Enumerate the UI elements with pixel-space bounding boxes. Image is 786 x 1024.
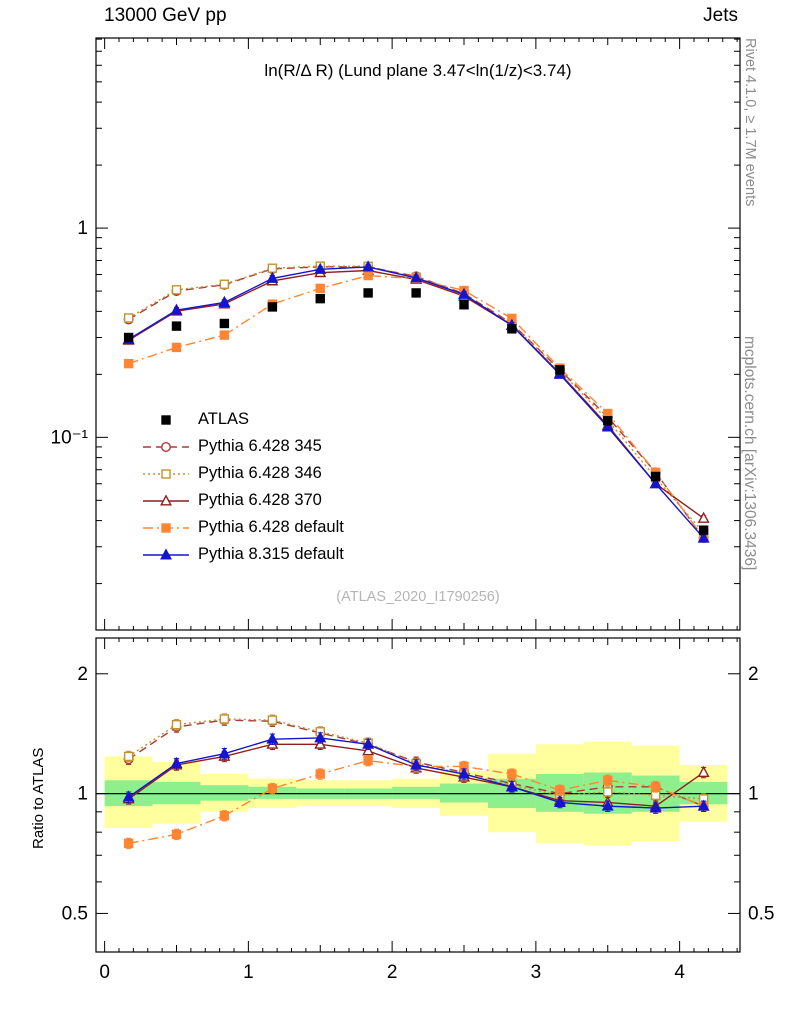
mcplots-reference-label: mcplots.cern.ch [arXiv:1306.3436] [741, 336, 758, 571]
main-frame [95, 37, 741, 631]
rivet-version-label: Rivet 4.1.0, ≥ 1.7M events [742, 38, 758, 207]
legend-marker-pythia-8-315-default [143, 547, 189, 563]
uncertainty-band-green [392, 786, 440, 799]
xtick-label: 2 [387, 962, 398, 983]
legend-label: Pythia 8.315 default [198, 545, 344, 563]
analysis-id-watermark: (ATLAS_2020_I1790256) [336, 589, 500, 605]
legend-marker-pythia-6-428-default [143, 520, 189, 536]
uncertainty-band-green [200, 785, 249, 801]
legend-marker-pythia-6-428-346 [143, 466, 189, 482]
legend-item-pythia-8-315-default: Pythia 8.315 default [143, 541, 344, 568]
ratio-axis-title: Ratio to ATLAS [30, 747, 47, 849]
legend-marker-pythia-6-428-370-glyph [143, 493, 189, 505]
legend-label: ATLAS [198, 410, 250, 428]
axis-ticks [96, 38, 740, 952]
legend-marker-pythia-6-428-default-glyph [143, 522, 189, 533]
xtick-label: 1 [243, 962, 254, 983]
ratio-ytick-label-right: 0.5 [748, 903, 774, 924]
ratio-ytick-label-right: 2 [748, 664, 759, 685]
legend-marker-atlas [143, 412, 189, 428]
analysis-group-label: Jets [703, 5, 738, 26]
ratio-frame [95, 637, 741, 953]
xtick-label: 4 [674, 962, 685, 983]
ratio-ytick-label-right: 1 [748, 784, 759, 805]
legend: ATLAS Pythia 6.428 345 Pythia 6.428 346 … [143, 406, 344, 568]
legend-label: Pythia 6.428 345 [198, 437, 322, 455]
legend-marker-pythia-6-428-345-glyph [143, 441, 189, 452]
ratio-ytick-label-left: 0.5 [62, 903, 88, 924]
xtick-label: 3 [531, 962, 542, 983]
legend-item-atlas: ATLAS [143, 406, 344, 433]
legend-item-pythia-6-428-346: Pythia 6.428 346 [143, 460, 344, 487]
legend-marker-pythia-6-428-345 [143, 439, 189, 455]
ratio-ytick-label-left: 2 [77, 664, 88, 685]
legend-marker-pythia-6-428-346-glyph [143, 468, 189, 479]
series-pythia-8-315-default [122, 260, 710, 814]
legend-label: Pythia 6.428 default [198, 518, 344, 536]
series-atlas [123, 288, 709, 535]
legend-item-pythia-6-428-370: Pythia 6.428 370 [143, 487, 344, 514]
legend-label: Pythia 6.428 370 [198, 491, 322, 509]
xtick-label: 0 [99, 962, 110, 983]
legend-label: Pythia 6.428 346 [198, 464, 322, 482]
main-ytick-label: 1 [77, 218, 88, 239]
uncertainty-band-green [439, 783, 489, 803]
legend-item-pythia-6-428-default: Pythia 6.428 default [143, 514, 344, 541]
main-ytick-label: 10⁻¹ [51, 427, 89, 448]
legend-marker-atlas-glyph [161, 414, 171, 425]
plot-title: ln(R/Δ R) (Lund plane 3.47<ln(1/z)<3.74) [264, 61, 572, 80]
legend-marker-pythia-6-428-370 [143, 493, 189, 509]
legend-marker-pythia-8-315-default-glyph [143, 547, 189, 559]
beam-energy-label: 13000 GeV pp [104, 5, 227, 26]
legend-item-pythia-6-428-345: Pythia 6.428 345 [143, 433, 344, 460]
ratio-ytick-label-left: 1 [77, 784, 88, 805]
